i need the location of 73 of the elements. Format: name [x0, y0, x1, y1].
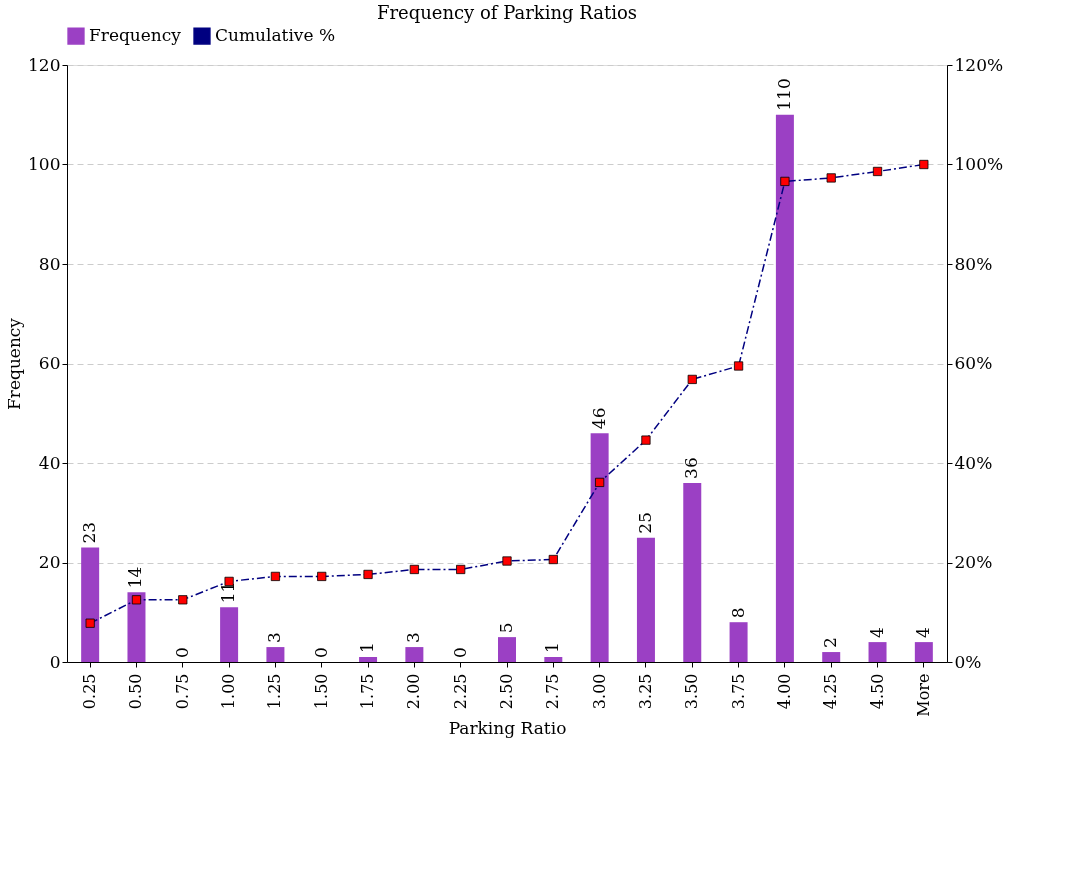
y2-tick-label: 80%: [954, 253, 993, 274]
y2-tick-label: 100%: [954, 154, 1004, 174]
y2-tick-label: 40%: [954, 452, 993, 473]
bar: [544, 657, 563, 662]
data-label: 4: [866, 627, 887, 639]
data-label: 3: [403, 632, 424, 644]
x-tick-label: 3.50: [682, 673, 702, 710]
y2-tick-label: 60%: [954, 353, 993, 373]
x-tick-label: 2.25: [450, 673, 470, 710]
data-label: 46: [588, 407, 609, 430]
bar: [775, 114, 794, 662]
data-label: 14: [125, 566, 146, 589]
y-axis-title: Frequency: [4, 317, 25, 410]
data-label: 0: [310, 647, 331, 658]
y2-tick-label: 120%: [954, 54, 1004, 75]
x-tick-label: 2.00: [404, 673, 424, 710]
x-tick-label: 4.00: [774, 673, 794, 710]
bar: [266, 647, 285, 662]
chart-title: Frequency of Parking Ratios: [376, 2, 638, 23]
y-tick-label: 120: [28, 54, 61, 75]
y-tick-label: 80: [38, 253, 61, 274]
data-label: 25: [634, 511, 655, 534]
x-tick-label: 1.25: [265, 673, 285, 710]
x-tick-label: 4.50: [867, 673, 887, 710]
bar: [498, 637, 516, 662]
x-tick-label: 0.75: [172, 673, 192, 710]
data-label: 0: [171, 647, 192, 658]
data-label: 3: [264, 632, 285, 644]
y-tick-label: 60: [38, 353, 61, 373]
bar: [683, 482, 702, 662]
legend-label: Frequency: [89, 25, 182, 46]
bar: [359, 657, 378, 662]
x-tick-label: More: [913, 673, 933, 717]
bar: [127, 592, 146, 662]
x-tick-label: 3.75: [728, 673, 748, 710]
x-tick-label: 0.50: [126, 673, 146, 710]
y-tick-label: 20: [38, 552, 61, 572]
x-tick-label: 3.00: [589, 673, 609, 710]
bar: [405, 647, 424, 662]
x-tick-label: 1.00: [219, 673, 239, 710]
data-label: 4: [912, 627, 933, 639]
data-label: 36: [681, 457, 702, 479]
bar: [220, 607, 239, 662]
bar: [914, 642, 933, 662]
data-label: 11: [218, 581, 239, 604]
bar: [822, 652, 841, 662]
y-tick-label: 40: [38, 452, 61, 473]
bar: [636, 537, 655, 662]
data-label: 8: [727, 607, 748, 619]
data-label: 1: [542, 642, 563, 654]
y-tick-label: 100: [28, 154, 61, 174]
data-label: 23: [79, 521, 100, 544]
bar: [590, 433, 609, 662]
legend-label: Cumulative %: [215, 25, 336, 46]
y-tick-label: 0: [49, 651, 61, 672]
bar: [729, 622, 748, 662]
x-tick-label: 2.50: [497, 673, 516, 710]
y2-tick-label: 0%: [954, 651, 982, 672]
bar: [81, 547, 100, 662]
x-tick-label: 2.75: [543, 673, 563, 710]
data-label: 1: [357, 642, 378, 654]
data-label: 5: [496, 622, 516, 634]
x-tick-label: 0.25: [80, 673, 100, 710]
x-tick-label: 1.75: [358, 673, 378, 710]
data-label: 110: [773, 78, 794, 111]
bar: [868, 642, 887, 662]
data-label: 0: [449, 647, 470, 658]
x-axis-title: Parking Ratio: [448, 717, 567, 738]
data-label: 2: [820, 637, 841, 649]
x-tick-label: 3.25: [635, 673, 655, 710]
x-tick-label: 1.50: [311, 673, 331, 710]
y2-tick-label: 20%: [954, 552, 993, 572]
x-tick-label: 4.25: [821, 673, 841, 710]
